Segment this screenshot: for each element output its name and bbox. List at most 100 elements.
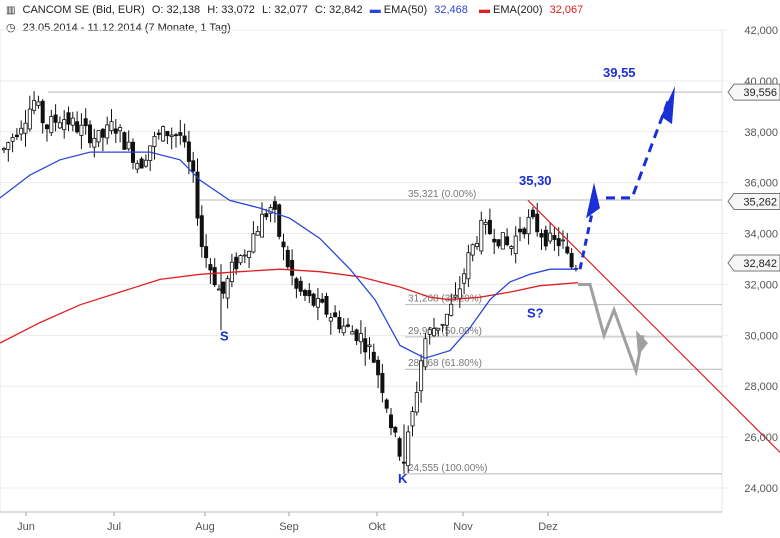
candle-body xyxy=(444,313,449,326)
candle-body xyxy=(225,278,230,299)
candle-body xyxy=(350,331,355,335)
candle-body xyxy=(457,288,462,299)
candle-body xyxy=(6,142,11,150)
candle-body xyxy=(2,148,7,151)
candle-body xyxy=(143,159,148,167)
y-tick-label: 28,000 xyxy=(744,381,778,393)
ema50-label: EMA(50) xyxy=(383,4,428,16)
x-tick-label: Jul xyxy=(107,521,121,533)
candle-body xyxy=(27,108,32,130)
candle-body xyxy=(513,235,518,255)
candle-body xyxy=(436,327,441,331)
chart-bars-icon: ▥ xyxy=(6,5,16,16)
candle-body xyxy=(118,127,123,132)
candle-body xyxy=(66,112,71,125)
candle-body xyxy=(165,130,170,137)
candle-body xyxy=(264,213,269,218)
x-tick-label: Okt xyxy=(368,521,385,533)
ema200-value: 32,067 xyxy=(549,4,584,16)
chart-header: ▥ CANCOM SE (Bid, EUR) O: 32,138 H: 33,0… xyxy=(0,0,780,40)
ema-lines xyxy=(0,151,579,359)
candle-body xyxy=(272,201,277,210)
candle-body xyxy=(152,136,157,147)
candle-body xyxy=(518,228,523,233)
candle-body xyxy=(302,290,307,296)
candle-body xyxy=(311,293,316,306)
x-tick-label: Dez xyxy=(538,521,558,533)
chart-annotation: 39,55 xyxy=(603,65,636,80)
open-value: O: 32,138 xyxy=(151,4,201,16)
y-tick-label: 34,000 xyxy=(744,229,778,241)
x-tick-label: Aug xyxy=(195,521,215,533)
candle-body xyxy=(19,127,24,135)
candle-body xyxy=(70,117,75,126)
candle-body xyxy=(10,137,15,142)
projection-overlay: 39,55 35,30 S S? K xyxy=(220,65,780,486)
bearish-projection-path xyxy=(578,282,645,377)
candle-body xyxy=(23,122,28,134)
candle-body xyxy=(277,204,282,237)
price-badge xyxy=(727,254,780,272)
quote-row: ▥ CANCOM SE (Bid, EUR) O: 32,138 H: 33,0… xyxy=(6,4,591,16)
candle-body xyxy=(354,329,359,342)
candle-body xyxy=(539,233,544,238)
bullish-projection-2 xyxy=(606,100,670,200)
bullish-arrow-head-2b xyxy=(661,85,675,125)
price-badge-label: 35,262 xyxy=(743,196,777,208)
symbol-label: CANCOM SE (Bid, EUR) xyxy=(22,4,145,16)
price-badge xyxy=(727,192,780,210)
high-value: H: 33,072 xyxy=(207,4,255,16)
candle-body xyxy=(298,280,303,292)
candle-body xyxy=(328,317,333,322)
ema200-line xyxy=(0,268,579,344)
close-value: C: 32,842 xyxy=(314,4,363,16)
candle-body xyxy=(247,250,252,258)
candle-body xyxy=(345,324,350,327)
candle-body xyxy=(113,128,118,134)
candle-body xyxy=(466,252,471,280)
candle-body xyxy=(281,241,286,248)
candle-body xyxy=(88,124,93,144)
candle-body xyxy=(100,128,105,138)
candle-body xyxy=(79,124,84,136)
candle-body xyxy=(522,228,527,235)
price-badge-label: 32,842 xyxy=(743,258,777,270)
y-tick-label: 32,000 xyxy=(744,279,778,291)
downtrend-line xyxy=(527,200,780,453)
candle-body xyxy=(526,216,531,235)
candle-body xyxy=(358,333,363,343)
bullish-arrow-head-1 xyxy=(586,182,600,219)
x-tick-label: Sep xyxy=(279,521,299,533)
candle-body xyxy=(139,158,144,169)
candle-body xyxy=(148,145,153,161)
candle-body xyxy=(380,372,385,393)
candle-body xyxy=(45,124,50,130)
candle-body xyxy=(548,232,553,242)
candle-body xyxy=(36,101,41,106)
candle-body xyxy=(186,141,191,162)
candle-body xyxy=(32,100,37,111)
range-row: ◷ 23.05.2014 - 11.12.2014 (7 Monate, 1 T… xyxy=(6,21,235,34)
candle-body xyxy=(173,134,178,137)
x-tick-label: Jun xyxy=(17,521,35,533)
candle-body xyxy=(474,242,479,247)
candle-body xyxy=(307,290,312,297)
candle-body xyxy=(109,121,114,132)
price-badge xyxy=(727,83,780,101)
candle-body xyxy=(530,209,535,218)
candle-body xyxy=(75,121,80,133)
candle-body xyxy=(556,238,561,247)
candle-body xyxy=(337,316,342,330)
candle-body xyxy=(470,244,475,256)
fib-label: 28,668 (61.80%) xyxy=(408,358,482,369)
candle-body xyxy=(535,213,540,233)
candle-body xyxy=(191,160,196,172)
candle-body xyxy=(453,294,458,298)
y-tick-label: 36,000 xyxy=(744,178,778,190)
candle-body xyxy=(234,256,239,270)
candle-body xyxy=(156,132,161,135)
candle-body xyxy=(268,207,273,214)
candle-body xyxy=(449,303,454,316)
bullish-projection-1 xyxy=(578,212,594,270)
candle-body xyxy=(216,288,221,291)
